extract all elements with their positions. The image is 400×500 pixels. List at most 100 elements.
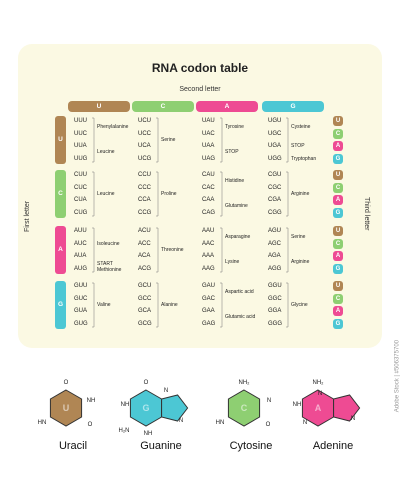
- amino-acid-label: Aspartic acid: [225, 289, 254, 296]
- a-five-ring: [333, 394, 361, 422]
- codon-gau: GAU: [202, 283, 216, 289]
- third-letter-c: C: [333, 293, 343, 304]
- codon-uuu: UUU: [74, 118, 87, 124]
- third-letter-a: A: [333, 195, 343, 205]
- third-letter-a: A: [333, 306, 343, 316]
- codon-agu: AGU: [268, 228, 282, 234]
- molecule-adenine: A NH₂ N N N NH: [293, 380, 361, 427]
- codon-ugc: UGC: [268, 130, 282, 137]
- amino-acid-label: STOP: [291, 143, 305, 149]
- atom-label: HN: [216, 420, 225, 426]
- second-letter-g: G: [262, 101, 324, 112]
- third-letter-c: C: [333, 182, 343, 193]
- codon-uua: UUA: [74, 143, 87, 149]
- codon-agg: AGG: [268, 265, 282, 272]
- second-letter-a: A: [196, 101, 258, 112]
- base-letter: A: [315, 403, 322, 413]
- codon-gcu: GCU: [138, 283, 152, 289]
- amino-acid-label: Histidine: [225, 178, 245, 185]
- codon-acu: ACU: [138, 228, 151, 234]
- second-letter-c: C: [132, 101, 194, 112]
- codon-ucc: UCC: [138, 130, 151, 137]
- atom-label: NH: [121, 402, 130, 408]
- codon-ugu: UGU: [268, 118, 282, 124]
- first-letter-label: C: [58, 190, 63, 197]
- molecule-uracil: U O NH O HN: [38, 380, 96, 428]
- third-letter-a: A: [333, 251, 343, 261]
- base-letter: U: [63, 403, 70, 413]
- codon-uuc: UUC: [74, 130, 87, 137]
- codon-aga: AGA: [268, 253, 281, 259]
- u-ring: [49, 389, 83, 427]
- molecule-name-uracil: Uracil: [58, 440, 88, 452]
- first-letter-c: C: [55, 170, 66, 218]
- atom-label: N: [351, 416, 355, 422]
- first-letter-a: A: [55, 226, 66, 274]
- atom-label: NH₂: [313, 380, 325, 386]
- codon-aau: AAU: [202, 228, 215, 234]
- third-letter-c: C: [333, 238, 343, 249]
- amino-acid-label: Lysine: [225, 259, 240, 266]
- amino-acid-label: Methionine: [97, 266, 122, 273]
- codon-acc: ACC: [138, 240, 151, 247]
- codon-ggu: GGU: [268, 283, 282, 289]
- codon-cug: CUG: [74, 209, 88, 216]
- codon-ucu: UCU: [138, 118, 151, 124]
- amino-acid-label: Valine: [97, 301, 111, 308]
- codon-aug: AUG: [74, 265, 88, 272]
- atom-label: N: [318, 391, 322, 397]
- codon-gcc: GCC: [138, 295, 152, 302]
- first-letter-u: U: [55, 116, 66, 164]
- codon-aca: ACA: [138, 253, 151, 259]
- atom-label: N: [267, 398, 271, 404]
- codon-uag: UAG: [202, 155, 216, 162]
- codon-cgg: CGG: [268, 209, 282, 216]
- amino-acid-label: START: [97, 260, 113, 267]
- amino-acid-label: Asparagine: [225, 234, 251, 241]
- codon-aaa: AAA: [202, 253, 215, 259]
- amino-acid-label: Leucine: [97, 149, 115, 156]
- first-letter-label: G: [57, 301, 64, 308]
- molecule-name-guanine: Guanine: [140, 440, 182, 452]
- third-letter-g: G: [333, 153, 343, 164]
- amino-acid-label: Glycine: [291, 301, 308, 308]
- base-letter: C: [241, 403, 248, 413]
- first-letter-g: G: [55, 281, 66, 329]
- molecule-cytosine: C NH₂ N O HN: [216, 380, 272, 428]
- codon-agc: AGC: [268, 240, 282, 247]
- codon-cgc: CGC: [268, 184, 282, 191]
- codon-cga: CGA: [268, 197, 282, 203]
- amino-acid-label: Glutamine: [225, 203, 248, 210]
- third-letter-u: U: [333, 226, 343, 236]
- amino-acid-label: Leucine: [97, 190, 115, 197]
- codon-uca: UCA: [138, 143, 151, 149]
- codon-ucg: UCG: [138, 155, 152, 162]
- codon-cua: CUA: [74, 197, 87, 203]
- atom-label: NH: [144, 431, 153, 437]
- g-five-ring: [161, 394, 189, 422]
- amino-acid-label: Arginine: [291, 259, 310, 266]
- third-letter-c: C: [333, 128, 343, 139]
- watermark: Adobe Stock | #506375700: [394, 340, 400, 413]
- codon-aag: AAG: [202, 265, 215, 272]
- codon-auu: AUU: [74, 228, 87, 234]
- codon-uug: UUG: [74, 155, 88, 162]
- amino-acid-label: Cysteine: [291, 124, 311, 131]
- atom-label: HN: [38, 420, 47, 426]
- atom-label: O: [266, 422, 271, 428]
- amino-acid-label: Arginine: [291, 190, 310, 197]
- third-letter-u: U: [333, 281, 343, 291]
- codon-cca: CCA: [138, 197, 151, 203]
- second-letter-label: Second letter: [179, 86, 221, 93]
- molecule-guanine: G O NH NH N N H₂N: [119, 380, 189, 437]
- first-letter-label: U: [58, 136, 63, 143]
- second-letter-u: U: [68, 101, 130, 112]
- codon-gga: GGA: [268, 308, 282, 314]
- atom-label: H₂N: [119, 428, 130, 434]
- amino-acid-label: Tryptophan: [291, 155, 317, 162]
- codon-ccc: CCC: [138, 184, 151, 191]
- codon-caa: CAA: [202, 197, 215, 203]
- codon-uau: UAU: [202, 118, 215, 124]
- atom-label: NH: [87, 398, 96, 404]
- molecule-name-adenine: Adenine: [312, 440, 354, 452]
